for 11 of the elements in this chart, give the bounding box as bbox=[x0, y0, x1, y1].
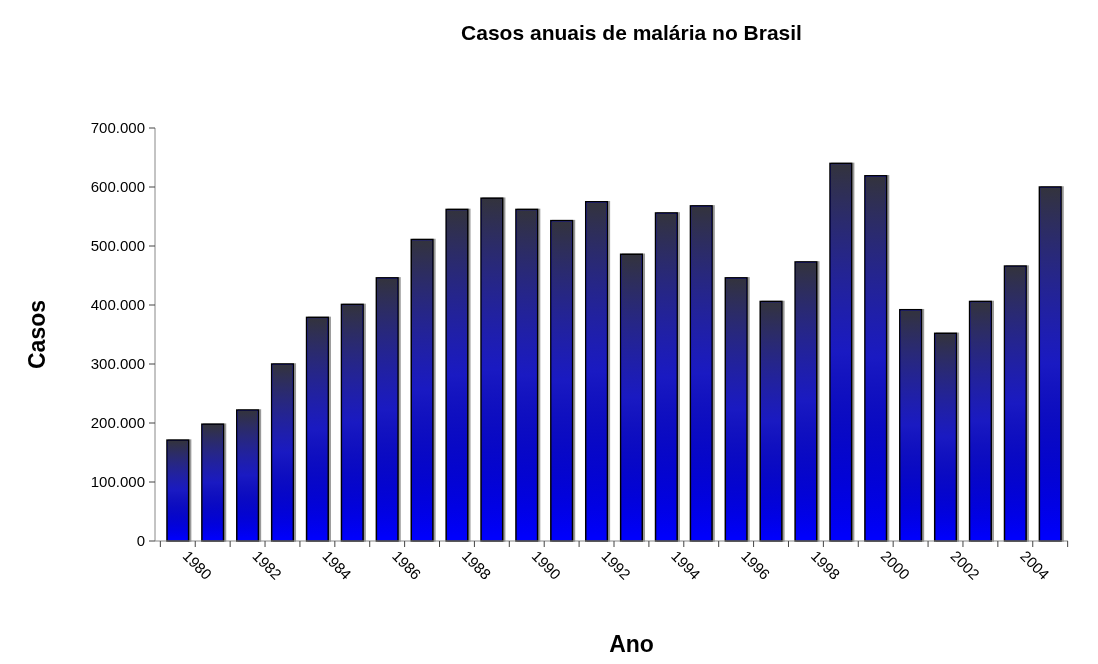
y-tick-label: 700.000 bbox=[90, 119, 145, 137]
y-tick-label: 0 bbox=[136, 532, 145, 550]
y-tick-label: 400.000 bbox=[90, 296, 145, 314]
y-axis-title: Casos bbox=[24, 299, 50, 370]
chart-title: Casos anuais de malária no Brasil bbox=[461, 21, 802, 44]
y-tick-label: 500.000 bbox=[90, 237, 145, 255]
x-axis-title: Ano bbox=[609, 631, 654, 657]
y-tick-label: 100.000 bbox=[90, 473, 145, 491]
y-tick-label: 200.000 bbox=[90, 414, 145, 432]
y-tick-label: 300.000 bbox=[90, 355, 145, 373]
y-tick-label: 600.000 bbox=[90, 178, 145, 196]
